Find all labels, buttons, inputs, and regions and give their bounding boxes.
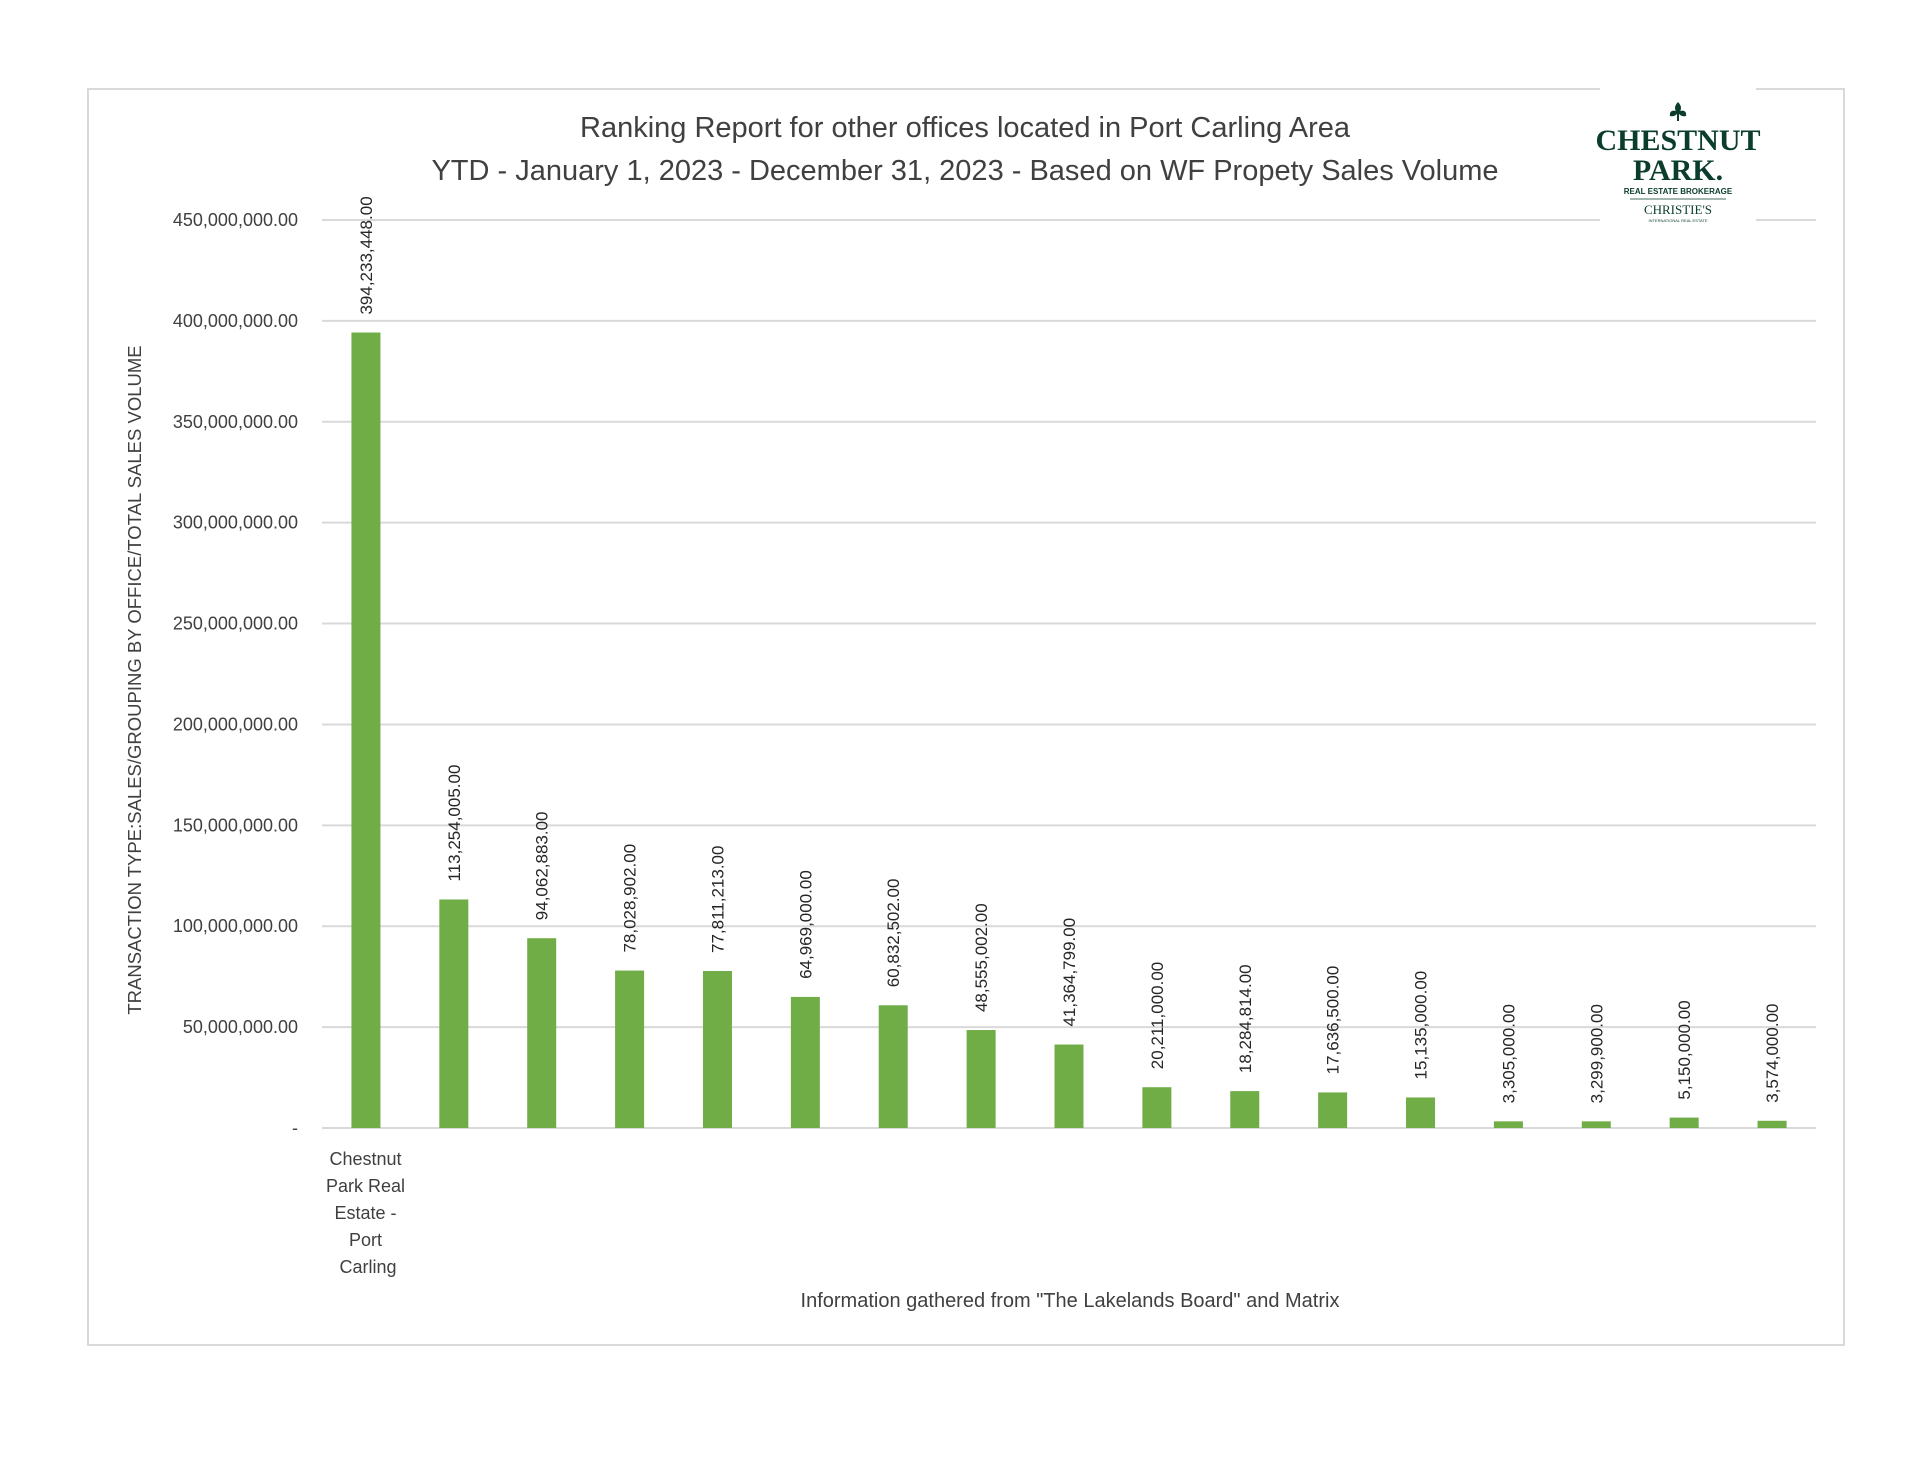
data-label: 394,233,448.00: [357, 196, 376, 314]
gridlines: [322, 219, 1816, 1129]
y-tick-label: 100,000,000.00: [173, 916, 298, 936]
data-label: 78,028,902.00: [621, 844, 640, 953]
y-tick-label: 200,000,000.00: [173, 714, 298, 734]
data-label: 77,811,213.00: [708, 846, 727, 953]
bar: [966, 1030, 996, 1128]
bar: [615, 970, 645, 1128]
y-tick-label: 250,000,000.00: [173, 614, 298, 634]
data-label: 94,062,883.00: [533, 811, 552, 920]
bar: [702, 970, 732, 1128]
y-axis-tick-labels: - 50,000,000.00 100,000,000.00 150,000,000.…: [173, 210, 298, 1138]
bar: [1230, 1091, 1260, 1128]
data-label: 60,832,502.00: [884, 879, 903, 988]
bar: [1142, 1087, 1172, 1128]
y-tick-label: -: [292, 1118, 298, 1138]
bar: [439, 899, 469, 1128]
logo-name-line2: PARK.: [1633, 154, 1723, 187]
y-tick-label: 50,000,000.00: [183, 1017, 298, 1037]
data-label: 64,969,000.00: [796, 870, 815, 979]
bar: [790, 996, 820, 1128]
y-tick-label: 450,000,000.00: [173, 210, 298, 230]
bar: [878, 1005, 908, 1128]
data-label: 3,299,900.00: [1587, 1004, 1606, 1103]
data-label: 3,574,000.00: [1763, 1004, 1782, 1103]
leaf-icon: [1669, 102, 1687, 121]
data-label: 5,150,000.00: [1675, 1000, 1694, 1099]
bar: [1318, 1092, 1348, 1128]
bar: [1493, 1121, 1523, 1128]
bar: [1669, 1117, 1699, 1128]
bar: [351, 332, 381, 1128]
data-label: 18,284,814.00: [1236, 964, 1255, 1073]
data-label: 41,364,799.00: [1060, 918, 1079, 1027]
bar: [1581, 1121, 1611, 1128]
chart-title: Ranking Report for other offices located…: [580, 112, 1351, 144]
logo-affiliate-sub: INTERNATIONAL REAL ESTATE: [1648, 218, 1707, 223]
data-label: 20,211,000.00: [1148, 962, 1167, 1069]
logo-name-line1: CHESTNUT: [1595, 124, 1760, 157]
y-axis-title: TRANSACTION TYPE:SALES/GROUPING BY OFFIC…: [124, 345, 145, 1014]
bar: [1054, 1044, 1084, 1128]
y-tick-label: 350,000,000.00: [173, 412, 298, 432]
category-label-first: Chestnut Park Real Estate - Port Carling: [326, 1149, 410, 1277]
data-label: 17,636,500.00: [1324, 966, 1343, 1075]
source-footnote: Information gathered from "The Lakelands…: [801, 1290, 1340, 1312]
bar: [527, 938, 557, 1128]
y-tick-label: 300,000,000.00: [173, 513, 298, 533]
bar: [1757, 1120, 1787, 1128]
chart-subtitle: YTD - January 1, 2023 - December 31, 202…: [431, 155, 1498, 187]
logo-tagline: REAL ESTATE BROKERAGE: [1624, 187, 1733, 196]
data-label: 3,305,000.00: [1499, 1004, 1518, 1103]
y-tick-label: 150,000,000.00: [173, 815, 298, 835]
data-label: 113,254,005.00: [445, 765, 464, 882]
y-tick-label: 400,000,000.00: [173, 311, 298, 331]
chestnut-park-logo: CHESTNUT PARK. REAL ESTATE BROKERAGE CHR…: [1595, 86, 1761, 232]
data-label: 15,135,000.00: [1412, 971, 1431, 1080]
data-labels: 394,233,448.00 113,254,005.00 94,062,883.0…: [357, 196, 1782, 1103]
bars: [351, 332, 1787, 1128]
data-label: 48,555,002.00: [972, 903, 991, 1012]
logo-affiliate: CHRISTIE'S: [1644, 202, 1712, 217]
bar: [1406, 1097, 1436, 1128]
